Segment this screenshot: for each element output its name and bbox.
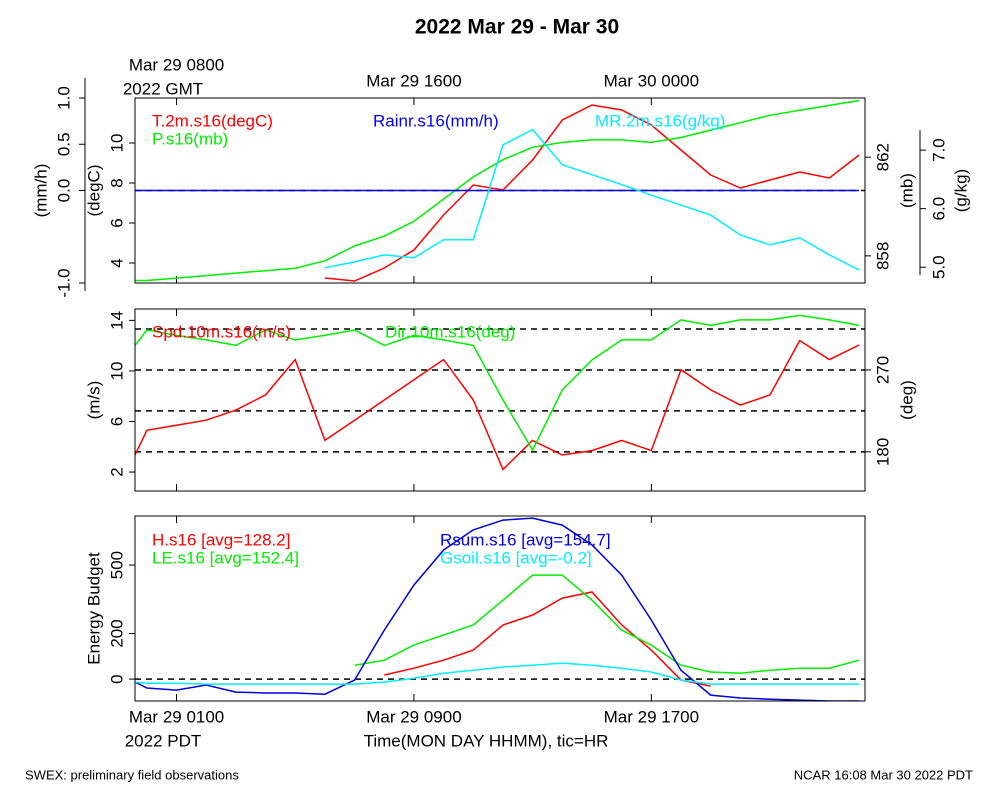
series-line	[324, 104, 860, 282]
legend-entry: Spd.10m.s16(m/s)	[152, 322, 291, 341]
y-tick-label: 6	[107, 417, 126, 426]
footer-right: NCAR 16:08 Mar 30 2022 PDT	[794, 767, 973, 782]
y-tick-label: 862	[873, 143, 892, 171]
legend-entry: H.s16 [avg=128.2]	[152, 530, 290, 549]
legend-entry: Gsoil.s16 [avg=-0.2]	[440, 548, 592, 567]
series-line	[135, 662, 860, 685]
footer-left: SWEX: preliminary field observations	[25, 767, 239, 782]
plot-frame	[134, 308, 866, 492]
x-tick-label: Mar 29 0100	[129, 707, 224, 726]
y-tick-label: 7.0	[929, 138, 948, 162]
plot-frame	[134, 515, 866, 702]
x-axis-label: Time(MON DAY HHMM), tic=HR	[364, 731, 609, 750]
y-tick-label: 2	[107, 467, 126, 476]
axis-label: (mm/h)	[31, 164, 50, 218]
x-tick-label: Mar 29 1600	[366, 71, 461, 90]
legend-entry: Rainr.s16(mm/h)	[373, 111, 499, 130]
axis-label: (deg)	[897, 380, 916, 420]
x-tick-label: Mar 30 0000	[604, 71, 699, 90]
x-tick-label: Mar 29 0900	[366, 707, 461, 726]
x-zone-label: 2022 PDT	[125, 731, 202, 750]
y-tick-label: 0.5	[54, 132, 73, 156]
y-tick-label: 858	[873, 242, 892, 270]
axis-label: Energy Budget	[84, 552, 103, 665]
legend-entry: Dir.10m.s16(deg)	[385, 322, 515, 341]
x-tick-label: Mar 29 0800	[129, 55, 224, 74]
x-zone-label: 2022 GMT	[123, 79, 203, 98]
y-tick-label: 0	[107, 674, 126, 683]
legend-entry: Rsum.s16 [avg=154.7]	[440, 530, 611, 549]
y-tick-label: 500	[107, 551, 126, 579]
series-line	[135, 314, 860, 452]
axis-label: (g/kg)	[951, 169, 970, 212]
legend-entry: LE.s16 [avg=152.4]	[152, 548, 299, 567]
y-tick-label: 10	[107, 134, 126, 153]
y-tick-label: 1.0	[54, 86, 73, 110]
y-tick-label: 0.0	[54, 179, 73, 203]
y-tick-label: 5.0	[929, 255, 948, 279]
y-tick-label: 14	[107, 311, 126, 330]
series-line	[135, 517, 860, 701]
y-tick-label: 180	[873, 438, 892, 466]
y-tick-label: 6	[107, 218, 126, 227]
y-tick-label: 4	[107, 258, 126, 267]
series-line	[354, 574, 860, 674]
y-tick-label: 6.0	[929, 197, 948, 221]
y-tick-label: 270	[873, 356, 892, 384]
y-tick-label: -1.0	[54, 268, 73, 297]
series-line	[135, 99, 860, 282]
axis-label: (m/s)	[84, 381, 103, 420]
series-line	[324, 128, 860, 271]
axis-label: (mb)	[897, 173, 916, 208]
plot-frame	[134, 97, 866, 284]
series-line	[135, 339, 860, 471]
legend-entry: MR.2m.s16(g/kg)	[595, 111, 725, 130]
legend-entry: P.s16(mb)	[152, 129, 228, 148]
series-line	[384, 591, 711, 687]
chart-title: 2022 Mar 29 - Mar 30	[415, 16, 619, 39]
y-tick-label: 10	[107, 361, 126, 380]
y-tick-label: 200	[107, 619, 126, 647]
axis-label: (degC)	[84, 165, 103, 217]
y-tick-label: 8	[107, 178, 126, 187]
legend-entry: T.2m.s16(degC)	[152, 111, 273, 130]
x-tick-label: Mar 29 1700	[604, 707, 699, 726]
